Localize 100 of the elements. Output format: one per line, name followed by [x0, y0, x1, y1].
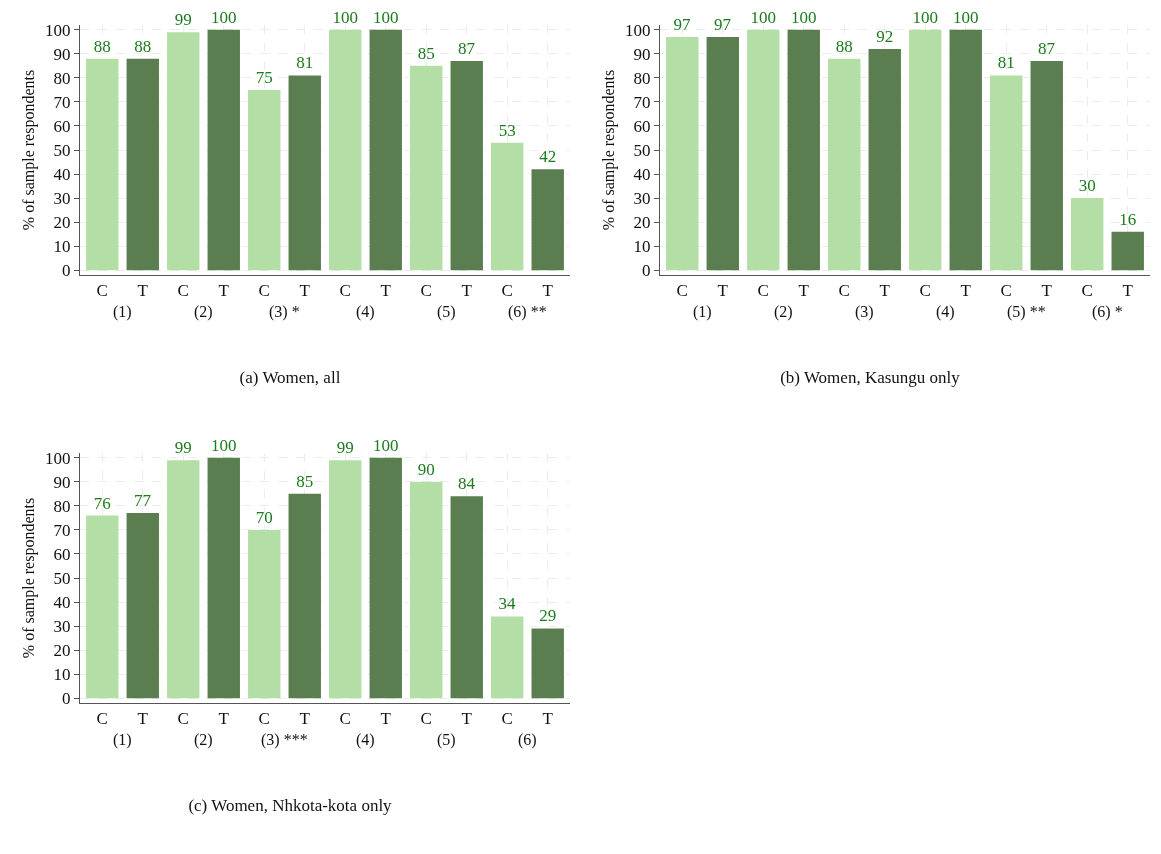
y-tick-label: 50	[633, 140, 651, 160]
y-tick-label: 50	[53, 140, 71, 160]
y-tick-label: 90	[633, 44, 651, 64]
data-label: 85	[417, 43, 435, 63]
y-tick-label: 40	[633, 164, 651, 184]
x-tick-label: T	[218, 281, 230, 301]
text: (5)	[437, 303, 456, 321]
bar	[248, 89, 281, 271]
bar	[491, 142, 524, 271]
y-tick-label: 60	[53, 544, 71, 564]
text: (6) **	[508, 303, 547, 321]
data-label: 97	[673, 15, 692, 35]
data-label: 92	[876, 27, 894, 47]
y-tick-label: 60	[633, 116, 651, 136]
x-tick-label: T	[380, 281, 392, 301]
x-tick-label: T	[717, 281, 729, 301]
x-tick-label: T	[542, 281, 554, 301]
x-tick-label: T	[542, 709, 554, 729]
bar	[369, 457, 402, 699]
bar	[909, 29, 942, 271]
data-label: 100	[372, 7, 399, 27]
text: (1)	[693, 303, 712, 321]
y-tick-label: 100	[45, 448, 71, 468]
data-label: 87	[1037, 39, 1056, 59]
y-tick-label: 100	[625, 20, 651, 40]
data-label: 77	[134, 491, 152, 511]
bar	[531, 628, 564, 699]
y-tick-label: 50	[53, 568, 71, 588]
x-tick-label: T	[1041, 281, 1053, 301]
y-tick-label: 40	[53, 164, 71, 184]
bar	[706, 37, 739, 271]
x-tick-label: C	[177, 709, 189, 729]
bar	[207, 29, 240, 271]
x-tick-label: C	[919, 281, 931, 301]
text: (1)	[113, 731, 132, 749]
text: (3) *	[269, 303, 300, 321]
data-label: 16	[1119, 209, 1137, 229]
text: (2)	[774, 303, 793, 321]
x-tick-label: C	[1081, 281, 1093, 301]
x-tick-label: T	[461, 709, 473, 729]
bar	[949, 29, 982, 271]
bar	[126, 58, 159, 271]
data-label: 75	[255, 67, 273, 87]
data-label: 100	[372, 435, 399, 455]
bar	[86, 58, 119, 271]
x-tick-label: T	[299, 281, 311, 301]
x-tick-label: C	[339, 281, 351, 301]
bar	[450, 496, 483, 699]
x-tick-label: T	[299, 709, 311, 729]
y-tick-label: 70	[53, 92, 71, 112]
bar	[167, 32, 200, 271]
y-tick-label: 80	[53, 496, 71, 516]
text: (3)	[855, 303, 874, 321]
y-tick-label: 10	[53, 665, 71, 685]
x-tick-label: T	[1122, 281, 1134, 301]
y-tick-label: 20	[53, 641, 71, 661]
data-label: 90	[417, 459, 435, 479]
bar	[1111, 231, 1144, 271]
data-label: 99	[174, 10, 192, 30]
x-tick-label: T	[137, 709, 149, 729]
bar	[787, 29, 820, 271]
data-label: 99	[174, 438, 192, 458]
data-label: 100	[332, 7, 358, 27]
data-label: 87	[457, 39, 476, 59]
x-tick-label: C	[501, 709, 513, 729]
text: (2)	[194, 731, 213, 749]
y-axis-title: % of sample respondents	[20, 497, 38, 659]
x-tick-label: C	[177, 281, 189, 301]
bar	[1071, 198, 1104, 271]
bar	[1030, 61, 1063, 271]
y-tick-label: 60	[53, 116, 71, 136]
text: (6)	[518, 731, 537, 749]
data-label: 100	[211, 7, 237, 27]
y-tick-label: 0	[642, 261, 651, 281]
bar	[369, 29, 402, 271]
data-label: 29	[539, 606, 557, 626]
y-tick-label: 90	[53, 472, 71, 492]
text: (4)	[356, 731, 375, 749]
data-label: 88	[134, 36, 152, 56]
bar	[167, 460, 200, 699]
x-tick-label: T	[380, 709, 392, 729]
bar	[248, 529, 281, 699]
x-tick-label: C	[339, 709, 351, 729]
y-tick-label: 30	[633, 189, 651, 209]
bar	[491, 616, 524, 699]
data-label: 100	[211, 435, 237, 455]
data-label: 85	[296, 471, 314, 491]
y-tick-label: 80	[53, 68, 71, 88]
y-tick-label: 80	[633, 68, 651, 88]
bar	[747, 29, 780, 271]
y-tick-label: 20	[53, 213, 71, 233]
bar	[207, 457, 240, 699]
text: (5) **	[1007, 303, 1046, 321]
bar	[666, 37, 699, 271]
text: (6) *	[1092, 303, 1123, 321]
text: (3) ***	[261, 731, 308, 749]
x-tick-label: C	[420, 709, 432, 729]
x-tick-label: T	[879, 281, 891, 301]
y-tick-label: 0	[62, 689, 71, 709]
x-tick-label: T	[798, 281, 810, 301]
